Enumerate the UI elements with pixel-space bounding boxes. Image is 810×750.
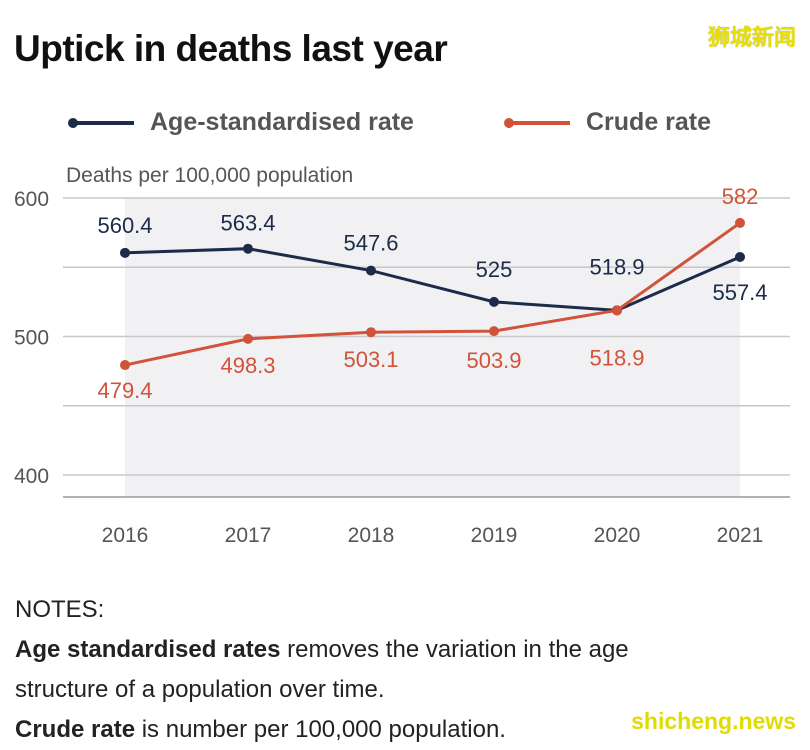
data-label: 503.9 <box>466 348 521 373</box>
data-point <box>243 243 253 254</box>
legend-label: Age-standardised rate <box>150 108 414 136</box>
legend-label: Crude rate <box>586 108 712 136</box>
data-label: 560.4 <box>97 213 152 238</box>
note-text: is number per 100,000 population. <box>135 716 506 743</box>
legend-item-crude: Crude rate <box>504 108 712 137</box>
note-bold: Crude rate <box>15 716 136 743</box>
y-tick-label: 400 <box>14 465 49 488</box>
y-tick-label: 500 <box>14 327 49 350</box>
y-axis-label: Deaths per 100,000 population <box>66 164 354 187</box>
notes-heading: NOTES: <box>15 596 105 623</box>
note-text: removes the variation in the age <box>280 636 629 663</box>
legend-swatch <box>68 117 134 128</box>
data-point <box>120 360 130 371</box>
data-point <box>489 326 499 337</box>
data-label: 557.4 <box>712 280 767 305</box>
data-label: 498.3 <box>220 353 275 378</box>
note-line: Crude rate is number per 100,000 populat… <box>15 710 629 750</box>
watermark-logo: 狮城新闻 <box>707 25 796 50</box>
x-tick-label: 2020 <box>594 524 641 547</box>
data-label: 479.4 <box>97 378 152 403</box>
data-label: 563.4 <box>220 211 275 236</box>
notes: NOTES: Age standardised rates removes th… <box>15 590 629 750</box>
note-line: Age standardised rates removes the varia… <box>15 630 629 670</box>
data-label: 582 <box>722 184 759 209</box>
data-label: 525 <box>476 257 513 282</box>
x-tick-label: 2019 <box>471 524 518 547</box>
data-point <box>120 247 130 258</box>
data-point <box>735 217 745 228</box>
data-label: 547.6 <box>343 231 398 256</box>
legend-item-age-standardised: Age-standardised rate <box>68 108 414 137</box>
note-bold: Age standardised rates <box>15 636 281 663</box>
data-point <box>243 333 253 344</box>
legend-swatch <box>504 117 570 128</box>
data-point <box>489 296 499 307</box>
watermark-text: shicheng.news <box>631 708 796 734</box>
chart-title: Uptick in deaths last year <box>14 28 448 69</box>
x-tick-label: 2017 <box>225 524 272 547</box>
plot-shading <box>125 198 740 497</box>
x-tick-label: 2016 <box>102 524 149 547</box>
data-point <box>735 252 745 263</box>
x-tick-label: 2021 <box>717 524 764 547</box>
data-label: 518.9 <box>589 254 644 279</box>
x-tick-label: 2018 <box>348 524 395 547</box>
y-tick-label: 600 <box>14 188 49 211</box>
series-line-1 <box>124 221 741 367</box>
series-line-0 <box>124 247 741 312</box>
note-line: structure of a population over time. <box>15 676 385 703</box>
data-point <box>366 265 376 276</box>
data-point <box>366 327 376 338</box>
data-label: 518.9 <box>589 345 644 370</box>
data-point <box>612 305 622 316</box>
data-label: 503.1 <box>343 347 398 372</box>
